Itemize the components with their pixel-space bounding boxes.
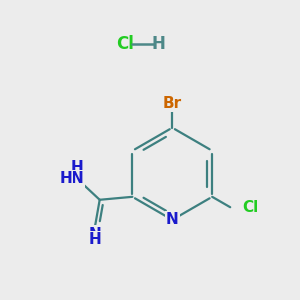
Text: N: N xyxy=(166,212,179,227)
Text: H: H xyxy=(152,35,166,53)
Text: N: N xyxy=(89,226,102,242)
Text: H: H xyxy=(89,232,102,247)
Text: N: N xyxy=(71,172,84,187)
Text: Cl: Cl xyxy=(116,35,134,53)
Text: Cl: Cl xyxy=(242,200,258,215)
Text: H: H xyxy=(59,172,72,187)
Text: H: H xyxy=(71,160,84,175)
Text: Br: Br xyxy=(163,95,182,110)
